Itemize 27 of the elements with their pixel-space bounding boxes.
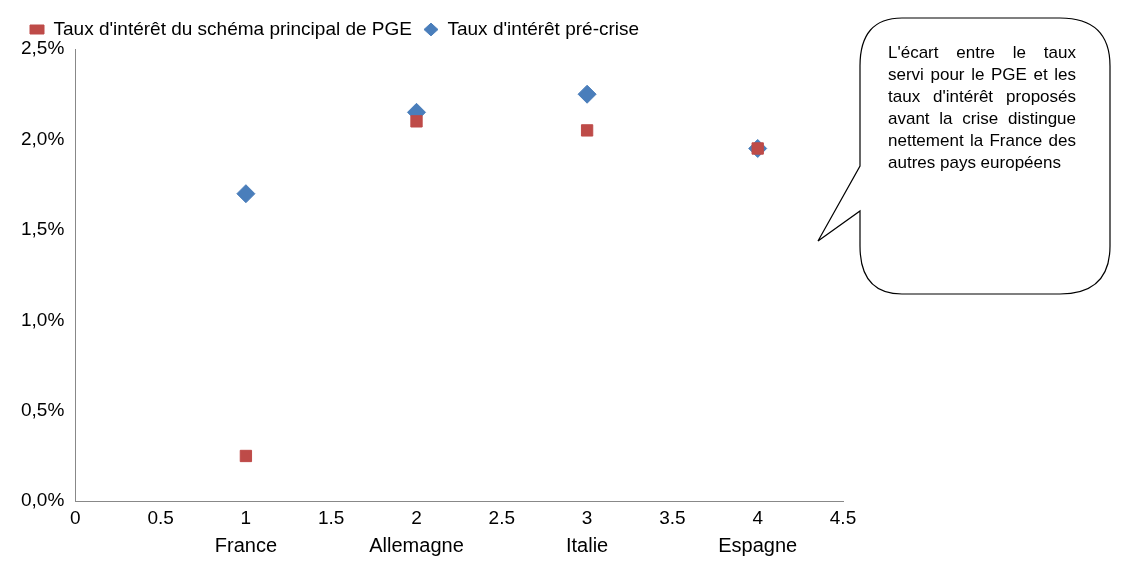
x-tick-label: 1	[240, 506, 252, 528]
legend-label: Taux d'intérêt du schéma principal de PGE	[53, 17, 412, 39]
y-tick-label: 1,5%	[20, 218, 65, 240]
text: Allemagne	[369, 533, 464, 556]
text: France	[214, 533, 278, 556]
y-tick-label: 2,5%	[20, 37, 65, 59]
text: Espagne	[718, 533, 798, 556]
x-tick-label: 3.5	[659, 506, 686, 528]
legend-label: Taux d'intérêt pré-crise	[447, 17, 640, 39]
x-tick-label: 0	[70, 506, 81, 528]
point	[580, 124, 594, 137]
y-tick-label: 0,5%	[20, 398, 65, 420]
point	[410, 115, 423, 128]
x-tick-label: 2.5	[488, 506, 516, 528]
y-tick-label: 2,0%	[20, 127, 65, 149]
x-tick-label: 3	[581, 506, 593, 528]
x-tick-label: 1.5	[317, 506, 345, 528]
x-tick-label: 4.5	[829, 506, 857, 528]
y-tick-label: 0,0%	[20, 489, 65, 511]
x-tick-label: 4	[752, 506, 764, 528]
point	[236, 184, 256, 204]
x-tick-label: 2	[411, 506, 422, 528]
point	[239, 449, 253, 463]
text: Italie	[565, 533, 609, 556]
x-tick-label: 0.5	[147, 506, 174, 528]
point	[577, 84, 597, 104]
y-tick-label: 1,0%	[20, 308, 65, 330]
